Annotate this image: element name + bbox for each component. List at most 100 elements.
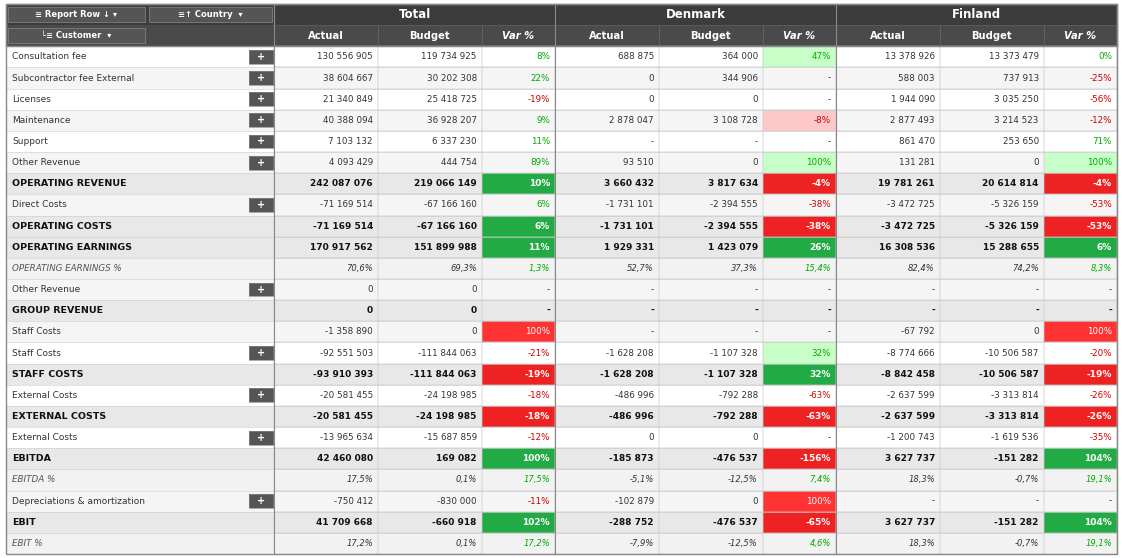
Bar bbox=[836, 46, 940, 68]
Bar bbox=[940, 448, 1043, 469]
Bar bbox=[249, 134, 274, 148]
Bar bbox=[274, 131, 378, 152]
Bar bbox=[1043, 68, 1118, 89]
Text: -8 842 458: -8 842 458 bbox=[881, 370, 935, 379]
Text: 7,4%: 7,4% bbox=[810, 475, 831, 484]
Bar bbox=[378, 25, 481, 46]
Text: -5,1%: -5,1% bbox=[629, 475, 654, 484]
Bar bbox=[6, 4, 274, 25]
Bar bbox=[378, 533, 481, 554]
Bar bbox=[6, 131, 1118, 152]
Text: -: - bbox=[754, 306, 757, 315]
Bar bbox=[274, 321, 378, 343]
Bar bbox=[659, 152, 763, 173]
Text: -: - bbox=[1036, 285, 1039, 294]
Bar bbox=[940, 490, 1043, 512]
Bar bbox=[763, 279, 836, 300]
Bar bbox=[555, 237, 659, 258]
Bar bbox=[378, 300, 481, 321]
Text: -: - bbox=[1109, 306, 1112, 315]
Bar bbox=[836, 25, 940, 46]
Bar bbox=[481, 385, 555, 406]
Text: 30 202 308: 30 202 308 bbox=[426, 74, 477, 83]
Bar bbox=[763, 194, 836, 215]
Bar bbox=[555, 258, 659, 279]
Text: Support: Support bbox=[12, 137, 48, 146]
Bar bbox=[481, 237, 555, 258]
Bar bbox=[555, 215, 659, 237]
Text: 8,3%: 8,3% bbox=[1091, 264, 1112, 273]
Text: ≡ Report Row ↓ ▾: ≡ Report Row ↓ ▾ bbox=[35, 10, 118, 19]
Bar bbox=[763, 406, 836, 427]
Bar bbox=[659, 25, 763, 46]
Text: 4 093 429: 4 093 429 bbox=[329, 158, 373, 167]
Bar bbox=[659, 25, 763, 46]
Text: 18,3%: 18,3% bbox=[908, 475, 935, 484]
Bar bbox=[659, 385, 763, 406]
Bar bbox=[940, 237, 1043, 258]
Bar bbox=[249, 50, 274, 64]
Text: 18,3%: 18,3% bbox=[908, 539, 935, 548]
Bar bbox=[836, 194, 940, 215]
Text: EBITDA %: EBITDA % bbox=[12, 475, 55, 484]
Bar bbox=[274, 152, 378, 173]
Bar bbox=[836, 427, 940, 448]
Text: -660 918: -660 918 bbox=[432, 518, 477, 527]
Bar bbox=[836, 300, 940, 321]
Bar bbox=[659, 131, 763, 152]
Text: -750 412: -750 412 bbox=[333, 497, 373, 506]
Bar bbox=[6, 343, 1118, 364]
Bar bbox=[274, 89, 378, 110]
Bar bbox=[481, 512, 555, 533]
Bar bbox=[659, 448, 763, 469]
Bar bbox=[274, 279, 378, 300]
Text: +: + bbox=[257, 73, 265, 83]
Bar bbox=[659, 321, 763, 343]
Bar bbox=[763, 110, 836, 131]
Bar bbox=[940, 68, 1043, 89]
Bar bbox=[836, 343, 940, 364]
Bar bbox=[1043, 300, 1118, 321]
Text: +: + bbox=[257, 391, 265, 400]
Text: -0,7%: -0,7% bbox=[1014, 475, 1039, 484]
Bar bbox=[555, 469, 659, 490]
Text: -2 394 555: -2 394 555 bbox=[710, 200, 757, 209]
Bar bbox=[836, 173, 940, 194]
Bar bbox=[763, 152, 836, 173]
Bar bbox=[378, 152, 481, 173]
Text: +: + bbox=[257, 116, 265, 126]
Bar bbox=[378, 110, 481, 131]
Text: 19 781 261: 19 781 261 bbox=[879, 179, 935, 188]
Bar bbox=[836, 406, 940, 427]
Text: Direct Costs: Direct Costs bbox=[12, 200, 66, 209]
Bar bbox=[1043, 173, 1118, 194]
Text: -: - bbox=[828, 137, 831, 146]
Bar bbox=[1043, 89, 1118, 110]
Bar bbox=[1043, 215, 1118, 237]
Text: -792 288: -792 288 bbox=[718, 391, 757, 400]
Text: 130 556 905: 130 556 905 bbox=[318, 52, 373, 61]
Bar bbox=[763, 469, 836, 490]
Bar bbox=[378, 300, 481, 321]
Text: -53%: -53% bbox=[1089, 200, 1112, 209]
Bar bbox=[378, 469, 481, 490]
Bar bbox=[659, 237, 763, 258]
Text: -1 628 208: -1 628 208 bbox=[600, 370, 654, 379]
Bar bbox=[836, 427, 940, 448]
Bar bbox=[836, 490, 940, 512]
Bar bbox=[555, 533, 659, 554]
Bar bbox=[1043, 512, 1118, 533]
Bar bbox=[378, 364, 481, 385]
Bar bbox=[249, 494, 274, 508]
Bar bbox=[555, 152, 659, 173]
Bar bbox=[555, 237, 659, 258]
Bar bbox=[940, 110, 1043, 131]
Text: -25%: -25% bbox=[1089, 74, 1112, 83]
Bar bbox=[1043, 25, 1118, 46]
Text: 0: 0 bbox=[752, 497, 757, 506]
Bar bbox=[378, 406, 481, 427]
Text: -1 107 328: -1 107 328 bbox=[710, 349, 757, 358]
Bar bbox=[481, 469, 555, 490]
Text: 82,4%: 82,4% bbox=[908, 264, 935, 273]
Bar bbox=[659, 173, 763, 194]
